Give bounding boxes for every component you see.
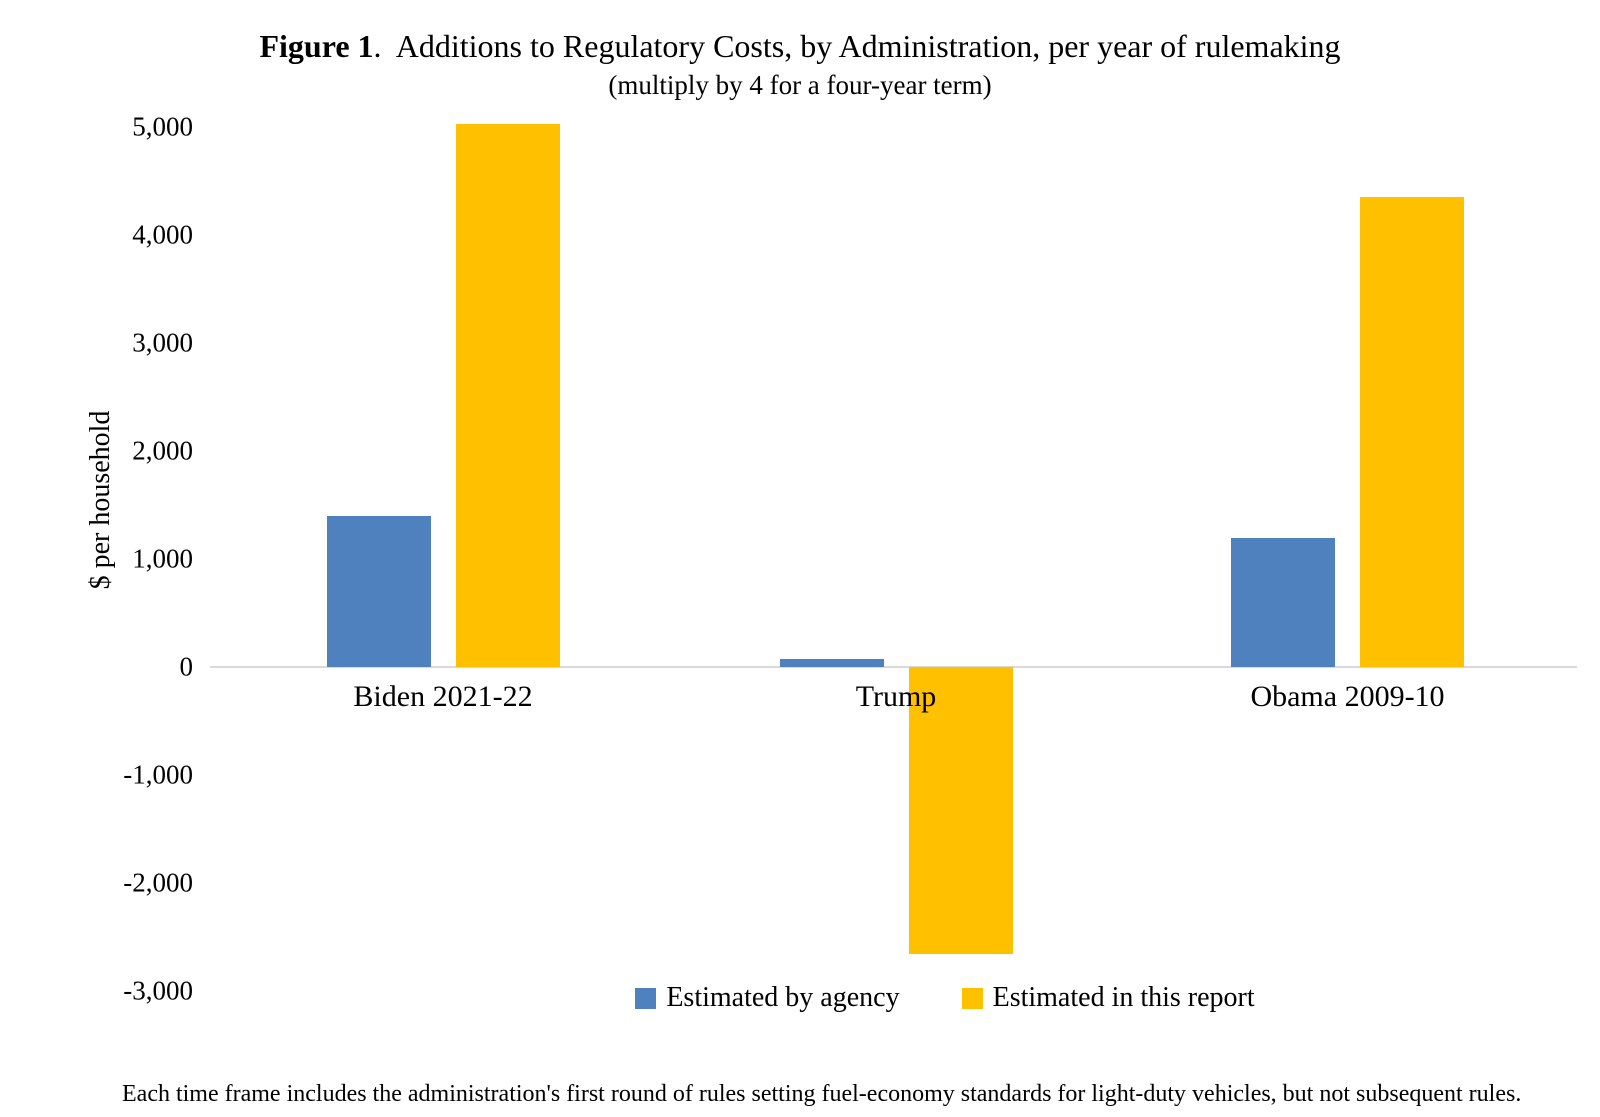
y-tick-label: 5,000 (132, 111, 193, 142)
chart-title-text: . Additions to Regulatory Costs, by Admi… (373, 28, 1341, 64)
y-tick-label: 0 (179, 651, 194, 682)
y-tick-label: 1,000 (132, 543, 193, 574)
legend-swatch-icon (635, 987, 657, 1009)
legend-label: Estimated in this report (992, 982, 1255, 1013)
category-label: Obama 2009-10 (1250, 680, 1445, 713)
y-tick-label: -2,000 (123, 867, 193, 898)
chart-legend: Estimated by agency Estimated in this rep… (0, 982, 1600, 1014)
y-tick-label: 4,000 (132, 219, 193, 250)
bar-report-1 (455, 123, 560, 667)
y-tick-label: 2,000 (132, 435, 193, 466)
legend-swatch-icon (961, 987, 983, 1009)
y-tick-label: -1,000 (123, 759, 193, 790)
category-label: Trump (855, 680, 937, 713)
x-axis-baseline (210, 666, 1577, 668)
footnote: Each time frame includes the administrat… (122, 1081, 1522, 1107)
legend-item-1: Estimated by agency (635, 982, 900, 1014)
bar-agency-2 (779, 659, 884, 667)
chart-title-figure-label: Figure 1 (259, 28, 374, 64)
bar-agency-1 (326, 515, 431, 667)
legend-item-2: Estimated in this report (961, 982, 1255, 1014)
chart-subtitle: (multiply by 4 for a four-year term) (608, 70, 992, 100)
category-label: Biden 2021-22 (353, 680, 533, 713)
bar-agency-3 (1231, 538, 1335, 667)
bar-report-3 (1360, 197, 1464, 667)
legend-label: Estimated by agency (666, 982, 900, 1013)
y-tick-label: 3,000 (132, 327, 193, 358)
chart-title: Figure 1. Additions to Regulatory Costs,… (0, 28, 1600, 64)
bar-report-2 (908, 667, 1013, 955)
y-tick-label: -3,000 (123, 975, 193, 1006)
